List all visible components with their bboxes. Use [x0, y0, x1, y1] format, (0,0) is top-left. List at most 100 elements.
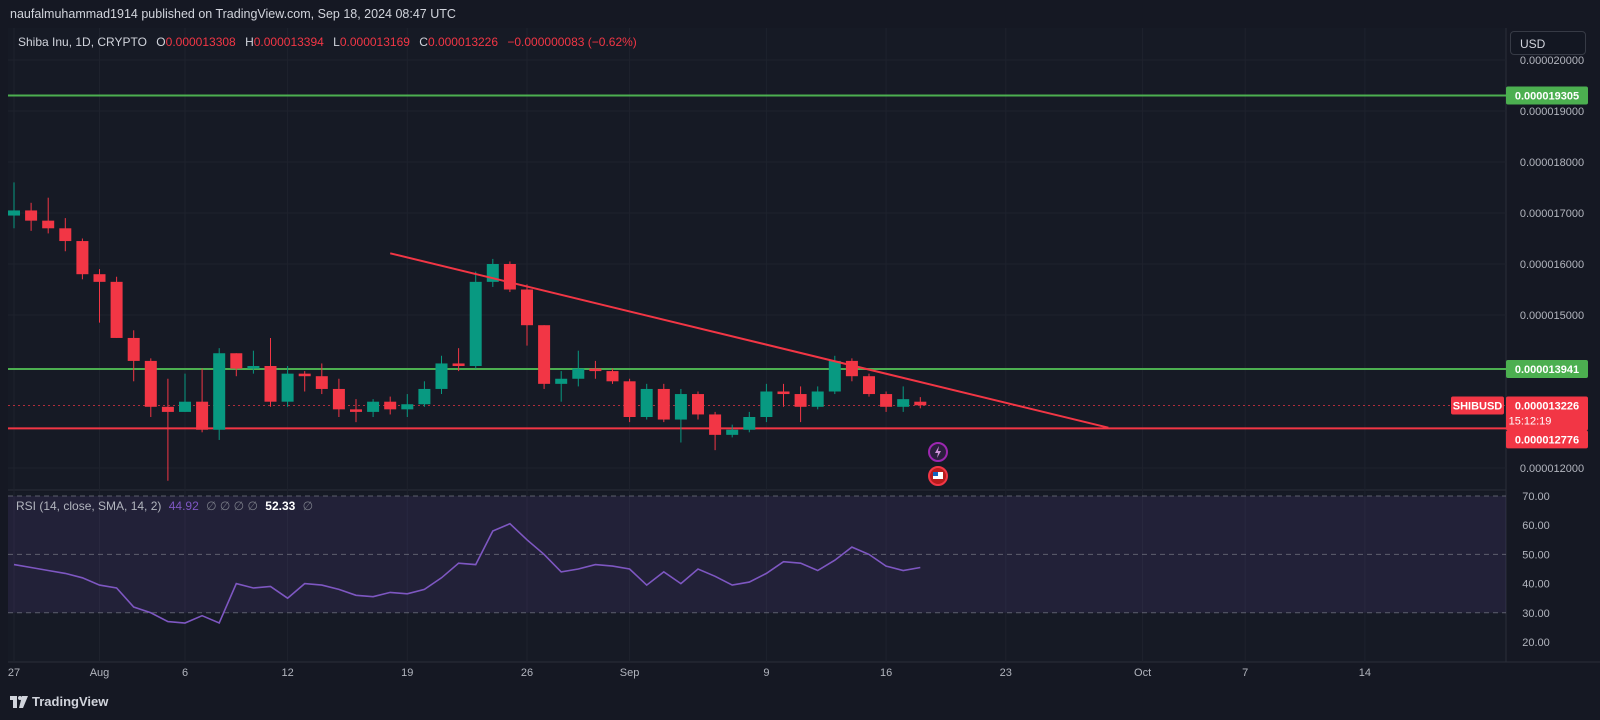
time-tick-label: 9	[763, 667, 769, 679]
candle-body	[213, 353, 226, 430]
candle	[435, 355, 448, 395]
badge-resistance-mid: 0.000013941	[1506, 360, 1588, 379]
candle-body	[777, 391, 790, 395]
candle-body	[367, 401, 380, 412]
grid	[8, 28, 1506, 662]
time-tick-label: 26	[521, 667, 533, 679]
time-tick-label: 7	[1242, 667, 1248, 679]
candle-body	[521, 289, 533, 326]
candle-body	[315, 376, 328, 389]
candle	[777, 383, 790, 407]
high-value: 0.000013394	[253, 35, 324, 49]
candle-body	[623, 381, 636, 417]
events[interactable]	[928, 442, 948, 486]
candle	[264, 337, 277, 407]
candle	[914, 397, 927, 409]
candle	[760, 383, 773, 423]
change-value: −0.000000083 (−0.62%)	[507, 35, 637, 49]
candle	[640, 383, 653, 420]
price-axis[interactable]: 0.000012000 0.000015000 0.000016000 0.00001…	[1520, 55, 1584, 475]
candle	[8, 182, 20, 229]
candle-body	[863, 376, 875, 395]
candle	[811, 386, 824, 410]
close-value: 0.000013226	[427, 35, 499, 49]
candle	[418, 381, 431, 407]
candle	[196, 368, 209, 433]
candle	[42, 197, 55, 234]
candle-body	[110, 281, 123, 338]
high-label: H	[245, 35, 254, 49]
time-tick-label: 6	[182, 667, 188, 679]
candle-body	[25, 210, 38, 221]
candle	[127, 330, 140, 382]
symbol-legend: Shiba Inu, 1D, CRYPTO O0.000013308 H0.00…	[18, 35, 637, 49]
candle-body	[811, 391, 824, 407]
price-tick-label: 0.000017000	[1520, 208, 1584, 220]
candle-body	[452, 363, 465, 366]
candle	[521, 284, 533, 346]
rsi-legend: RSI (14, close, SMA, 14, 2) 44.92 ∅ ∅ ∅ …	[16, 499, 313, 513]
time-tick-label: Sep	[620, 667, 640, 679]
candle	[623, 378, 636, 423]
rsi-ma-value: 52.33	[265, 499, 296, 513]
price-tick-label: 0.000015000	[1520, 310, 1584, 322]
rsi-axis[interactable]: 20.00 30.00 40.00 50.00 60.00 70.00	[1522, 491, 1550, 649]
candle	[709, 411, 722, 451]
candle-body	[161, 406, 174, 412]
candle	[161, 378, 174, 481]
badge-last-price-bg	[1506, 396, 1588, 431]
trendline[interactable]	[389, 252, 1109, 429]
candle	[59, 218, 72, 252]
candle	[247, 350, 260, 374]
open-label: O	[156, 35, 166, 49]
badge-countdown-text: 15:12:19	[1509, 415, 1552, 427]
candle-body	[743, 417, 756, 430]
candle-body	[657, 388, 670, 420]
candle-body	[230, 353, 243, 369]
tradingview-logo[interactable]: TradingView	[10, 694, 108, 709]
candle	[144, 358, 157, 417]
candle-body	[880, 394, 893, 407]
price-tick-label: 0.000018000	[1520, 157, 1584, 169]
candle-body	[897, 399, 910, 407]
rsi-tick-label: 70.00	[1522, 491, 1550, 503]
candle-body	[914, 401, 927, 406]
lightning-event-icon	[928, 442, 948, 462]
brand-name: TradingView	[32, 694, 109, 709]
candle	[401, 394, 414, 417]
badge-resistance-high-text: 0.000019305	[1515, 90, 1579, 102]
time-axis[interactable]: 27 Aug 6 12 19 26 Sep 9 16 23 Oct 7 14	[8, 667, 1371, 679]
candle-body	[144, 360, 157, 407]
badge-resistance-high-bg	[1506, 86, 1588, 105]
candle-body	[281, 373, 294, 402]
trendline-segment	[389, 252, 1109, 429]
candle	[298, 371, 311, 392]
candle	[503, 261, 516, 293]
symbol-title[interactable]: Shiba Inu, 1D, CRYPTO	[18, 35, 147, 49]
candle	[555, 371, 568, 402]
price-tick-label: 0.000020000	[1520, 55, 1584, 67]
rsi-tick-label: 50.00	[1522, 549, 1550, 561]
rsi-title[interactable]: RSI (14, close, SMA, 14, 2)	[16, 499, 162, 513]
time-tick-label: 14	[1359, 667, 1371, 679]
time-tick-label: 16	[880, 667, 892, 679]
candle	[880, 391, 893, 412]
candle	[692, 391, 704, 420]
candle	[897, 386, 910, 412]
lightning-bolt	[935, 446, 941, 458]
publish-line: naufalmuhammad1914 published on TradingV…	[10, 7, 456, 21]
currency-button[interactable]: USD	[1510, 31, 1586, 55]
badge-support: 0.000012776	[1506, 430, 1588, 449]
candle	[743, 411, 756, 433]
tradingview-logo-icon	[10, 695, 28, 708]
candle-body	[76, 241, 89, 275]
horizontal-levels[interactable]	[8, 94, 1506, 430]
candle-body	[93, 274, 106, 282]
candle-body	[127, 337, 140, 361]
candle-body	[538, 325, 551, 384]
rsi-tail-value: ∅	[302, 499, 314, 513]
candle	[794, 386, 807, 423]
